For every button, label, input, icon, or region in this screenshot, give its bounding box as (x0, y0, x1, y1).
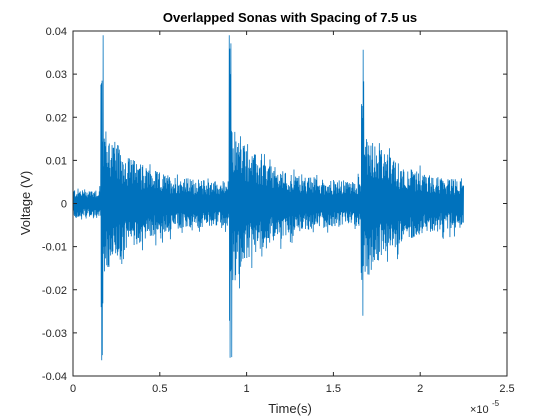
y-tick-label: 0.01 (46, 155, 67, 167)
x-tick-label: 1.5 (326, 383, 341, 395)
y-tick-label: 0 (61, 199, 67, 211)
x-tick-label: 0 (70, 383, 76, 395)
chart-title: Overlapped Sonas with Spacing of 7.5 us (163, 10, 417, 25)
y-tick-label: 0.03 (46, 69, 67, 81)
y-axis-label: Voltage (V) (18, 171, 33, 235)
y-tick-label: 0.02 (46, 112, 67, 124)
y-tick-label: -0.04 (42, 371, 67, 383)
y-tick-label: 0.04 (46, 26, 67, 38)
x-multiplier-base: ×10 (470, 404, 489, 416)
x-multiplier-exponent: -5 (492, 399, 500, 408)
x-tick-label: 2.5 (499, 383, 514, 395)
x-tick-label: 0.5 (152, 383, 167, 395)
y-tick-label: -0.02 (42, 285, 67, 297)
x-tick-label: 1 (244, 383, 250, 395)
x-axis-label: Time(s) (268, 401, 312, 416)
y-tick-label: -0.03 (42, 328, 67, 340)
x-tick-label: 2 (417, 383, 423, 395)
y-tick-label: -0.01 (42, 242, 67, 254)
